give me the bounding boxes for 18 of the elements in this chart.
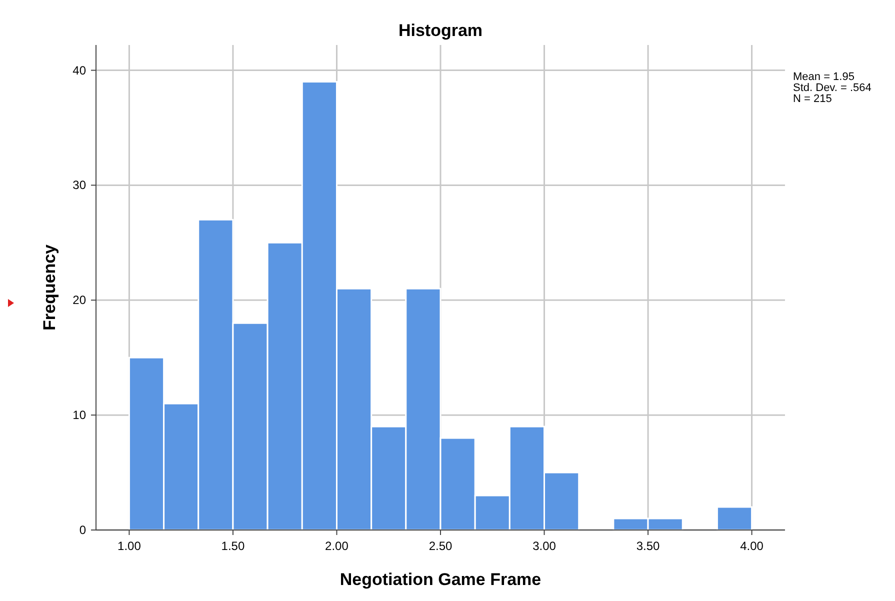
- y-tick-label: 40: [72, 63, 86, 78]
- x-tick-label: 4.00: [740, 539, 764, 553]
- x-tick-label: 1.00: [118, 539, 142, 553]
- y-tick-label: 20: [72, 293, 86, 308]
- x-tick-label: 1.50: [221, 539, 245, 553]
- x-tick-label: 3.50: [636, 539, 660, 553]
- x-tick-label: 2.50: [428, 539, 452, 553]
- x-tick-label: 2.00: [325, 539, 349, 553]
- text: Std. Dev. = .564: [793, 82, 872, 94]
- text: N = 215: [793, 93, 832, 105]
- chart-title: Histogram: [398, 21, 483, 40]
- y-tick-label: 0: [79, 523, 86, 537]
- x-axis-title: Negotiation Game Frame: [340, 570, 542, 589]
- text: Mean = 1.95: [793, 71, 854, 83]
- y-axis-title: Frequency: [40, 244, 59, 330]
- y-tick-label: 30: [72, 178, 86, 192]
- x-tick-label: 3.00: [532, 539, 556, 553]
- y-tick-label: 10: [72, 408, 86, 422]
